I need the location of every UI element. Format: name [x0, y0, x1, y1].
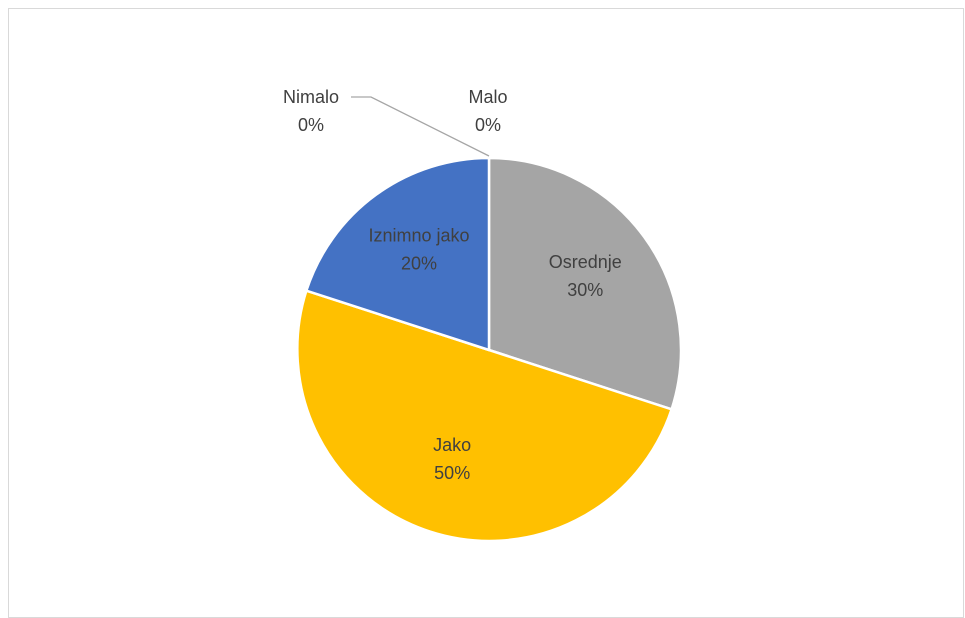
pie-slice-iznimno-jako — [305, 156, 491, 352]
data-label-category: Malo — [468, 87, 507, 107]
data-label-jako: Jako 50% — [433, 435, 471, 483]
data-label-percent: 30% — [567, 280, 603, 300]
data-label-osrednje: Osrednje 30% — [549, 252, 622, 300]
data-label-percent: 50% — [434, 463, 470, 483]
data-label-nimalo: Nimalo 0% — [283, 87, 339, 135]
data-label-percent: 0% — [475, 115, 501, 135]
data-label-iznimno-jako: Iznimno jako 20% — [368, 226, 469, 274]
pie-slices — [296, 156, 683, 543]
data-label-category: Osrednje — [549, 252, 622, 272]
data-label-malo: Malo 0% — [468, 87, 507, 135]
pie-slice-osrednje — [487, 156, 683, 411]
data-label-percent: 0% — [298, 115, 324, 135]
data-labels: Nimalo 0% Malo 0% Osrednje 30% Jako 50% Iznimno … — [283, 87, 622, 483]
data-label-category: Nimalo — [283, 87, 339, 107]
data-label-percent: 20% — [401, 254, 437, 274]
data-label-category: Jako — [433, 435, 471, 455]
leader-lines — [351, 96, 490, 157]
data-label-category: Iznimno jako — [368, 226, 469, 246]
leader-line-nimalo — [351, 96, 490, 157]
pie-slice-jako — [296, 289, 673, 543]
